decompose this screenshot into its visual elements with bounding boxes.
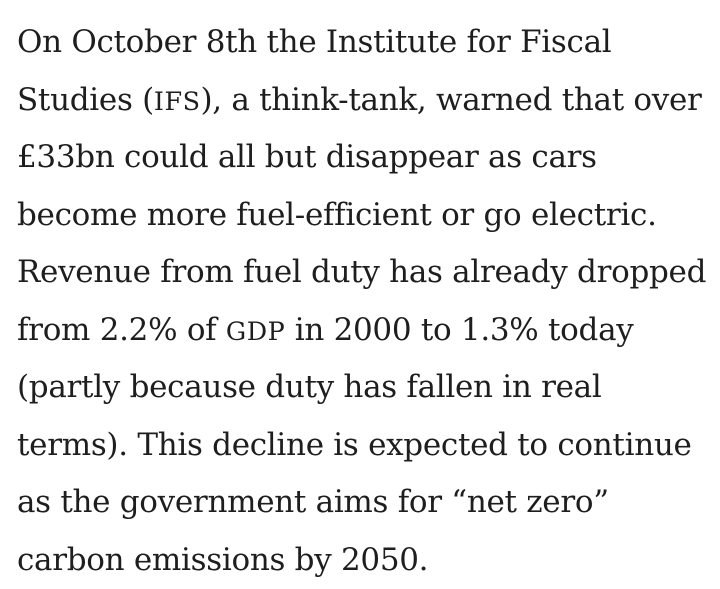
text-segment: in 2000 to 1.3% today	[285, 312, 633, 348]
paragraph-line-10: carbon emissions by 2050.	[17, 532, 707, 589]
article-paragraph: On October 8th the Institute for Fiscal …	[17, 14, 707, 589]
paragraph-line-2: Studies (IFS), a think-tank, warned that…	[17, 72, 707, 130]
paragraph-line-8: terms). This decline is expected to cont…	[17, 417, 707, 475]
paragraph-line-9: as the government aims for “net zero”	[17, 474, 707, 532]
paragraph-line-6: from 2.2% of GDP in 2000 to 1.3% today	[17, 302, 707, 360]
text-segment: from 2.2% of	[17, 312, 226, 348]
paragraph-line-3: £33bn could all but disappear as cars	[17, 129, 707, 187]
paragraph-line-7: (partly because duty has fallen in real	[17, 359, 707, 417]
text-segment: Studies (	[17, 82, 154, 118]
paragraph-line-1: On October 8th the Institute for Fiscal	[17, 14, 707, 72]
acronym-ifs: IFS	[154, 86, 201, 116]
acronym-gdp: GDP	[226, 316, 285, 346]
text-segment: ), a think-tank, warned that over	[201, 82, 702, 118]
paragraph-line-5: Revenue from fuel duty has already dropp…	[17, 244, 707, 302]
paragraph-line-4: become more fuel-efficient or go electri…	[17, 187, 707, 245]
